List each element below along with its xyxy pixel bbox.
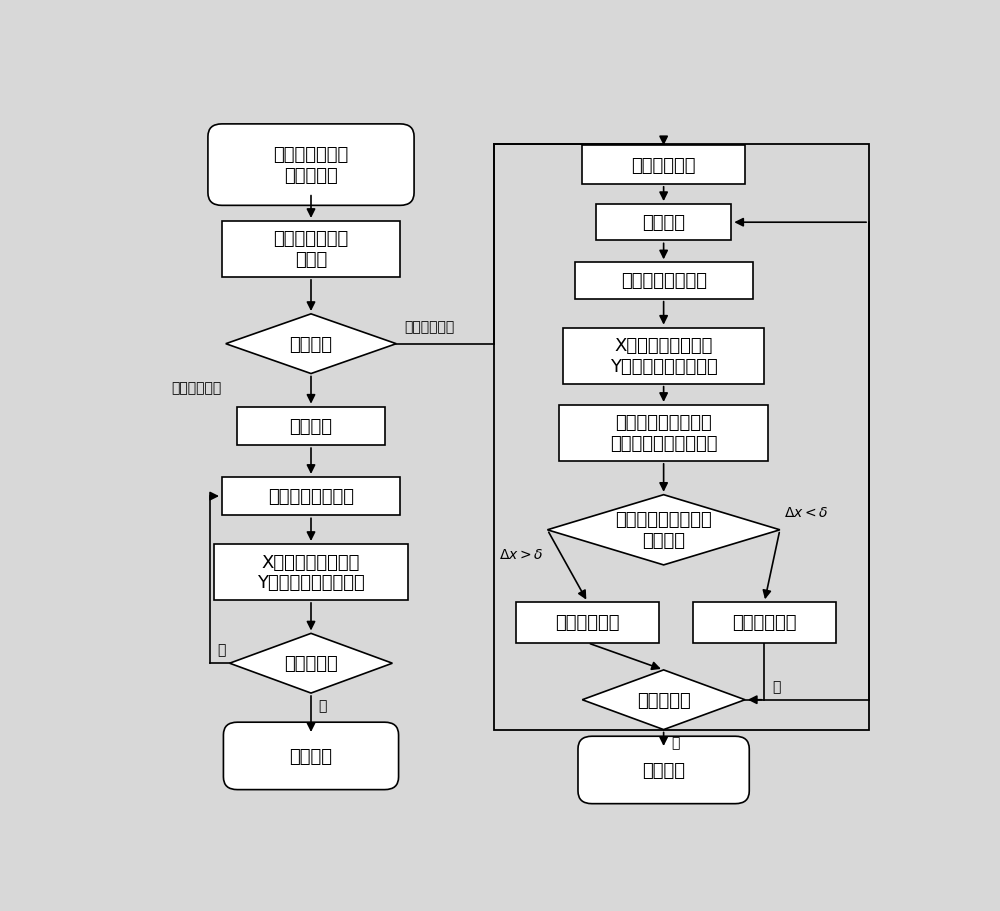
Text: 焊缝偏差实时提取: 焊缝偏差实时提取 <box>268 487 354 506</box>
FancyBboxPatch shape <box>563 328 764 384</box>
FancyBboxPatch shape <box>582 146 745 185</box>
Text: 跟踪系统控制器
初始化: 跟踪系统控制器 初始化 <box>273 230 349 269</box>
Text: 焊接结束: 焊接结束 <box>290 747 332 765</box>
Polygon shape <box>226 314 396 374</box>
FancyBboxPatch shape <box>693 602 836 643</box>
Text: 叠加跟踪模式: 叠加跟踪模式 <box>404 320 454 333</box>
Text: 焊接专机控制器
初始化设定: 焊接专机控制器 初始化设定 <box>273 146 349 185</box>
Text: 滑架恒速调节: 滑架恒速调节 <box>732 614 797 632</box>
FancyBboxPatch shape <box>574 263 753 300</box>
Text: 焊缝偏差与下一周期
焊枪位置坐标数据叠加: 焊缝偏差与下一周期 焊枪位置坐标数据叠加 <box>610 414 717 453</box>
Text: 焊接路径设定: 焊接路径设定 <box>631 157 696 174</box>
Text: 否: 否 <box>217 642 226 657</box>
Polygon shape <box>230 634 392 693</box>
Text: $\Delta x > \delta$: $\Delta x > \delta$ <box>499 548 544 562</box>
Text: 是: 是 <box>671 735 680 750</box>
FancyBboxPatch shape <box>596 205 731 241</box>
FancyBboxPatch shape <box>559 405 768 462</box>
FancyBboxPatch shape <box>208 125 414 206</box>
Text: 焊接开始: 焊接开始 <box>290 417 332 435</box>
Text: 焊接结束: 焊接结束 <box>642 761 685 779</box>
Polygon shape <box>547 495 780 565</box>
Text: 模式选择: 模式选择 <box>290 335 332 353</box>
Text: X轴左右调节滑架与
Y轴高低调节滑架纠偏: X轴左右调节滑架与 Y轴高低调节滑架纠偏 <box>257 553 365 591</box>
FancyBboxPatch shape <box>214 544 408 600</box>
FancyBboxPatch shape <box>578 736 749 804</box>
Text: 任务完成？: 任务完成？ <box>637 691 690 709</box>
FancyBboxPatch shape <box>222 221 400 278</box>
Text: 焊缝偏差实时提取: 焊缝偏差实时提取 <box>621 272 707 291</box>
Text: 否: 否 <box>772 679 780 693</box>
Text: 任务完成？: 任务完成？ <box>284 654 338 672</box>
FancyBboxPatch shape <box>237 407 385 445</box>
FancyBboxPatch shape <box>516 602 659 643</box>
Polygon shape <box>582 670 745 730</box>
Text: 滑架变速调节: 滑架变速调节 <box>555 614 620 632</box>
FancyBboxPatch shape <box>222 477 400 516</box>
Text: 当前位置与目标位置
距离判断: 当前位置与目标位置 距离判断 <box>615 511 712 549</box>
Text: $\Delta x < \delta$: $\Delta x < \delta$ <box>784 506 828 519</box>
Text: X轴左右调节滑架与
Y轴高低调节滑架纠偏: X轴左右调节滑架与 Y轴高低调节滑架纠偏 <box>610 337 718 375</box>
Text: 是: 是 <box>319 699 327 713</box>
FancyBboxPatch shape <box>223 722 399 790</box>
Text: 独立跟踪模式: 独立跟踪模式 <box>172 381 222 395</box>
Text: 焊接开始: 焊接开始 <box>642 214 685 232</box>
